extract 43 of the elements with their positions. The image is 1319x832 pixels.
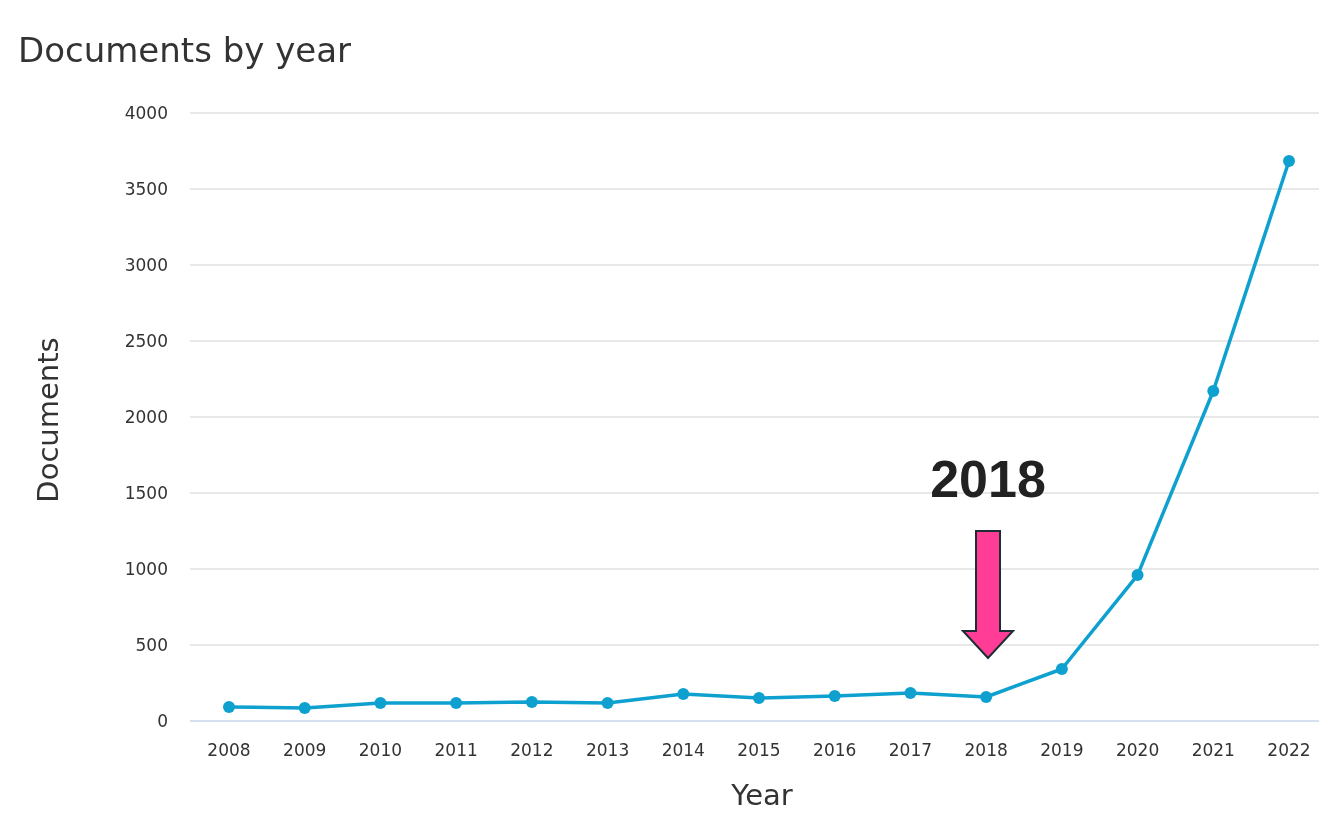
x-tick-label: 2008	[207, 740, 251, 760]
y-axis-title: Documents	[31, 337, 65, 503]
x-tick-label: 2021	[1191, 740, 1235, 760]
point	[1283, 155, 1295, 168]
point	[450, 697, 463, 710]
point	[828, 690, 841, 703]
y-tick-label: 1500	[124, 482, 168, 503]
x-axis-title: Year	[730, 778, 793, 812]
x-tick-label: 2022	[1267, 740, 1311, 760]
x-tick-label: 2009	[283, 740, 327, 760]
x-tick-label: 2020	[1115, 740, 1160, 760]
point	[980, 690, 993, 703]
y-tick-label: 3000	[124, 254, 168, 275]
y-tick-label: 1000	[124, 558, 168, 579]
point	[601, 697, 614, 710]
x-tick-label: 2013	[585, 740, 630, 760]
y-tick-label: 3500	[124, 178, 168, 199]
chart-title: Documents by year	[18, 30, 352, 70]
x-tick-label: 2017	[888, 740, 933, 760]
point	[904, 687, 917, 700]
x-tick-label: 2010	[358, 740, 403, 760]
y-tick-label: 500	[135, 634, 168, 655]
y-tick-label: 2500	[124, 330, 168, 351]
x-tick-label: 2015	[737, 740, 781, 760]
point	[1131, 569, 1144, 582]
point	[677, 687, 690, 700]
y-tick-label: 2000	[124, 406, 168, 427]
x-tick-label: 2011	[434, 740, 478, 760]
x-tick-label: 2018	[964, 740, 1008, 760]
point	[298, 701, 311, 714]
point	[1055, 663, 1068, 676]
y-tick-label: 4000	[124, 102, 168, 123]
x-tick-label: 2019	[1040, 740, 1084, 760]
x-tick-label: 2014	[661, 740, 705, 760]
point	[1207, 385, 1220, 398]
point	[525, 696, 538, 708]
y-tick-label: 0	[157, 710, 168, 731]
annotation: 2018	[930, 450, 1046, 508]
x-tick-label: 2016	[813, 740, 857, 760]
point	[753, 692, 765, 705]
point	[223, 701, 235, 714]
point	[374, 697, 387, 710]
x-tick-label: 2012	[510, 740, 554, 760]
